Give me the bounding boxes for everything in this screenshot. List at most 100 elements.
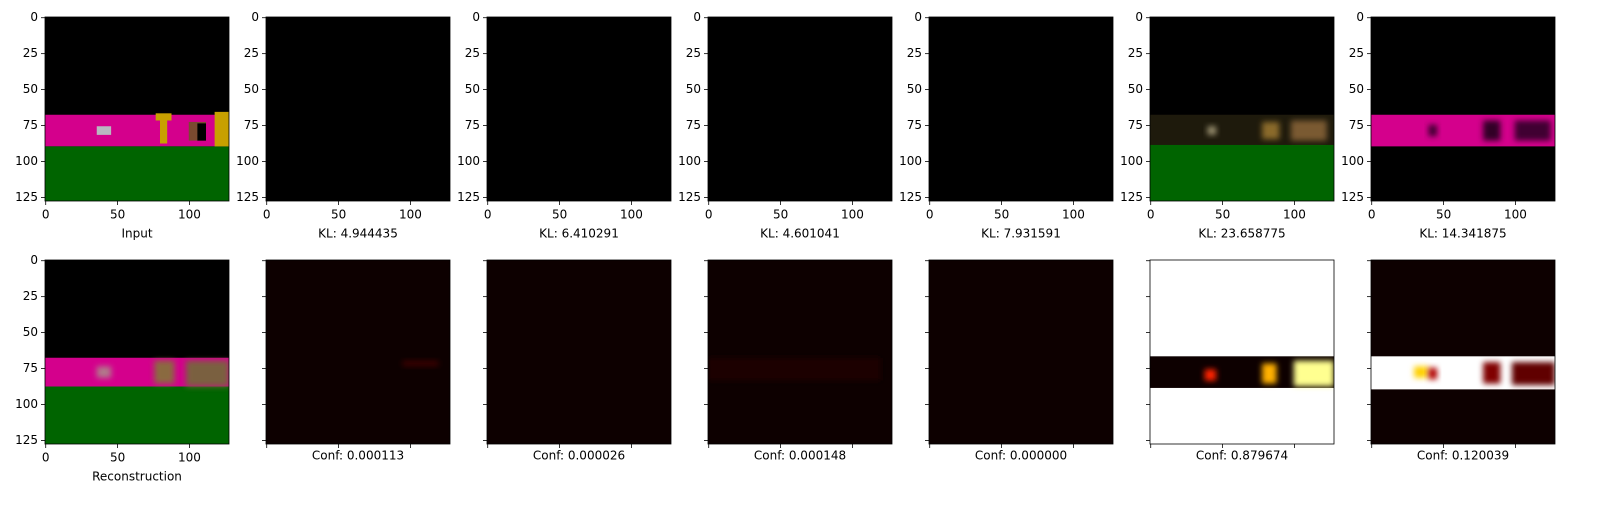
- image-region: [487, 17, 671, 201]
- x-tick-label: 0: [42, 451, 50, 465]
- y-tick-label: 125: [236, 190, 259, 204]
- axes-frame: [928, 16, 1114, 202]
- y-tick-label: 100: [1341, 154, 1364, 168]
- image: [45, 17, 229, 201]
- image-region: [1511, 362, 1555, 386]
- y-tick-label: 0: [693, 10, 701, 24]
- image-region: [1204, 369, 1217, 381]
- y-tick-label: 100: [1120, 154, 1143, 168]
- panel-label: Conf: 0.120039: [1417, 449, 1509, 463]
- axes-frame: [1149, 259, 1335, 445]
- y-tick-label: 50: [465, 82, 480, 96]
- axes-frame: [928, 259, 1114, 445]
- x-tick-label: 50: [1215, 208, 1230, 222]
- image-region: [1262, 121, 1280, 140]
- panel-label: KL: 14.341875: [1419, 227, 1506, 241]
- y-tick-label: 25: [907, 46, 922, 60]
- y-tick-label: 100: [15, 154, 38, 168]
- y-tick-label: 125: [15, 433, 38, 447]
- x-tick-label: 100: [841, 208, 864, 222]
- panel-label: KL: 4.601041: [760, 227, 840, 241]
- x-tick-label: 50: [110, 451, 125, 465]
- y-tick-label: 75: [907, 118, 922, 132]
- y-tick-label: 75: [1128, 118, 1143, 132]
- x-tick-label: 0: [42, 208, 50, 222]
- image-region: [185, 360, 229, 387]
- y-tick-label: 25: [244, 46, 259, 60]
- y-tick-label: 75: [1349, 118, 1364, 132]
- image-region: [197, 123, 206, 141]
- x-tick-label: 0: [705, 208, 713, 222]
- image: [266, 17, 450, 201]
- axes-frame: [707, 259, 893, 445]
- y-tick-label: 100: [899, 154, 922, 168]
- axes-frame: [1149, 16, 1335, 202]
- image-panel: 0 50 100 0 25 50 75 100 125 Input: [15, 10, 230, 241]
- panel-label: Conf: 0.000113: [312, 449, 404, 463]
- x-tick-label: 100: [620, 208, 643, 222]
- y-tick-label: 50: [23, 325, 38, 339]
- image: [708, 17, 892, 201]
- y-tick-label: 125: [1120, 190, 1143, 204]
- y-tick-label: 0: [472, 10, 480, 24]
- x-tick-label: 0: [263, 208, 271, 222]
- panel-label: KL: 23.658775: [1198, 227, 1285, 241]
- panel-label: Input: [121, 227, 152, 241]
- image-region: [266, 260, 450, 444]
- x-tick-label: 100: [178, 451, 201, 465]
- panel-label: Reconstruction: [92, 470, 182, 484]
- image: [487, 260, 671, 444]
- x-tick-label: 100: [399, 208, 422, 222]
- image-region: [1514, 120, 1551, 141]
- y-tick-label: 25: [1128, 46, 1143, 60]
- axes-frame: [707, 16, 893, 202]
- image: [266, 260, 450, 444]
- image-region: [96, 366, 112, 378]
- image-region: [155, 113, 172, 121]
- image-region: [1290, 120, 1327, 141]
- image-region: [1483, 120, 1501, 141]
- image-region: [160, 114, 168, 144]
- image-region: [214, 111, 229, 147]
- panel-label: Conf: 0.000148: [754, 449, 846, 463]
- image: [708, 260, 892, 444]
- panel-label: KL: 7.931591: [981, 227, 1061, 241]
- image-region: [266, 17, 450, 201]
- y-tick-label: 0: [914, 10, 922, 24]
- image: [487, 17, 671, 201]
- image-panel: Conf: 0.000113: [262, 259, 451, 463]
- image-region: [708, 260, 892, 444]
- panel-label: KL: 6.410291: [539, 227, 619, 241]
- image-region: [1428, 124, 1438, 137]
- image-region: [154, 360, 175, 384]
- y-tick-label: 100: [457, 154, 480, 168]
- image-region: [1414, 366, 1429, 378]
- image-region: [708, 17, 892, 201]
- image-region: [1428, 367, 1438, 380]
- axes-frame: [486, 259, 672, 445]
- y-tick-label: 75: [23, 361, 38, 375]
- y-tick-label: 0: [251, 10, 259, 24]
- y-tick-label: 100: [15, 397, 38, 411]
- x-tick-label: 100: [1283, 208, 1306, 222]
- y-tick-label: 25: [686, 46, 701, 60]
- y-tick-label: 50: [1349, 82, 1364, 96]
- x-tick-label: 50: [110, 208, 125, 222]
- image-region: [1483, 362, 1501, 384]
- axes-frame: [486, 16, 672, 202]
- x-tick-label: 50: [773, 208, 788, 222]
- y-tick-label: 50: [244, 82, 259, 96]
- y-tick-label: 50: [686, 82, 701, 96]
- image-region: [1207, 126, 1217, 135]
- y-tick-label: 75: [465, 118, 480, 132]
- image-panel: 0 50 100 0 25 50 75 100 125 KL: 4.944435: [236, 10, 451, 241]
- image-region: [45, 146, 229, 201]
- image-region: [96, 126, 112, 135]
- axes-frame: [265, 259, 451, 445]
- y-tick-label: 50: [1128, 82, 1143, 96]
- y-tick-label: 125: [1341, 190, 1364, 204]
- panel-label: Conf: 0.000026: [533, 449, 625, 463]
- image-region: [1262, 363, 1277, 384]
- image: [929, 260, 1113, 444]
- image-region: [1293, 360, 1334, 387]
